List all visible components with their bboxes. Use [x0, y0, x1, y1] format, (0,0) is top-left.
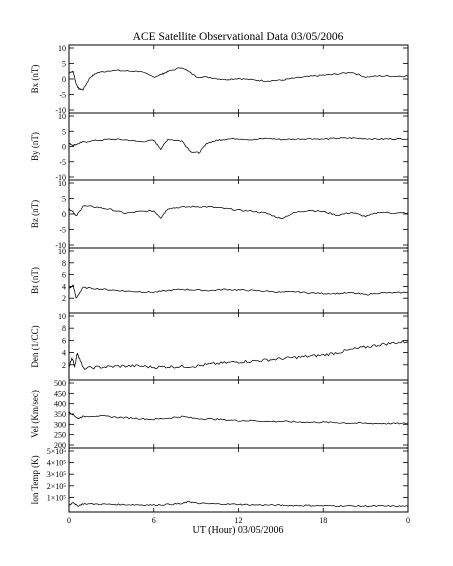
series-line-4 — [68, 284, 409, 299]
y-tick-label-2: -10 — [55, 173, 66, 182]
y-axis-label-6: Vel (Km/sec) — [30, 390, 40, 438]
series-line-2 — [68, 137, 409, 154]
y-tick-label-1: -10 — [55, 106, 66, 115]
y-axis-label-7: Ion Temp (K) — [30, 455, 40, 504]
panel-frame-1 — [68, 44, 409, 114]
y-tick-label-2: 10 — [58, 112, 66, 121]
x-axis-label: UT (Hour) 03/05/2006 — [193, 525, 284, 536]
panel-frame-5 — [68, 312, 409, 381]
x-tick-label: 0 — [406, 516, 410, 525]
y-tick-label-2: 0 — [62, 143, 66, 152]
y-tick-label-3: -10 — [55, 241, 66, 250]
y-tick-label-7: 3×10⁵ — [47, 470, 67, 479]
y-tick-label-6: 400 — [54, 400, 66, 409]
y-tick-label-6: 300 — [54, 420, 66, 429]
y-tick-label-5: 8 — [62, 324, 66, 333]
panel-frame-4 — [68, 247, 409, 314]
y-tick-label-7: 1×10⁵ — [47, 493, 67, 502]
y-tick-label-5: 6 — [62, 336, 66, 345]
y-axis-label-4: Bt (nT) — [30, 267, 40, 294]
y-tick-label-4: 10 — [58, 247, 66, 256]
y-tick-label-6: 200 — [54, 441, 66, 450]
y-tick-label-5: 10 — [58, 312, 66, 321]
y-tick-label-4: 2 — [62, 294, 66, 303]
y-tick-label-3: 5 — [62, 195, 66, 204]
y-tick-label-4: 4 — [62, 282, 66, 291]
panel-frame-6 — [68, 379, 409, 449]
x-tick-label: 6 — [152, 516, 156, 525]
y-tick-label-1: -5 — [59, 91, 66, 100]
panel-frame-7 — [68, 447, 409, 513]
y-tick-label-3: 10 — [58, 179, 66, 188]
x-tick-label: 18 — [319, 516, 327, 525]
x-tick-label: 12 — [235, 516, 243, 525]
y-tick-label-6: 350 — [54, 410, 66, 419]
figure-title: ACE Satellite Observational Data 03/05/2… — [133, 31, 344, 43]
chart-panels: -10 -5 0 5 10 Bx (nT) -10 -5 0 5 10 By (nT) -10 -5 0 5 1… — [30, 44, 410, 525]
y-tick-label-2: 5 — [62, 127, 66, 136]
series-line-3 — [68, 205, 409, 219]
y-tick-label-5: 2 — [62, 361, 66, 370]
y-axis-label-3: Bz (nT) — [30, 200, 40, 228]
y-tick-label-3: -5 — [59, 226, 66, 235]
y-tick-label-7: 4×10⁵ — [47, 459, 67, 468]
panel-frame-2 — [68, 112, 409, 181]
series-line-6 — [68, 411, 409, 425]
series-line-7 — [68, 500, 409, 508]
y-tick-label-5: 4 — [62, 349, 66, 358]
y-tick-label-2: -5 — [59, 158, 66, 167]
series-line-1 — [68, 67, 409, 91]
y-tick-label-4: 8 — [62, 259, 66, 268]
y-tick-label-4: 6 — [62, 271, 66, 280]
y-tick-label-6: 500 — [54, 379, 66, 388]
y-tick-label-3: 0 — [62, 210, 66, 219]
y-axis-label-1: Bx (nT) — [30, 65, 40, 94]
y-tick-label-1: 10 — [58, 44, 66, 53]
series-line-5 — [68, 340, 409, 370]
y-tick-label-7: 5×10⁵ — [47, 447, 67, 456]
y-tick-label-6: 250 — [54, 431, 66, 440]
y-tick-label-1: 0 — [62, 75, 66, 84]
y-tick-label-7: 2×10⁵ — [47, 482, 67, 491]
y-axis-label-2: By (nT) — [30, 132, 40, 161]
y-tick-label-1: 5 — [62, 60, 66, 69]
x-tick-label: 0 — [67, 516, 71, 525]
y-tick-label-6: 450 — [54, 389, 66, 398]
y-axis-label-5: Den (1/CC) — [30, 325, 40, 367]
